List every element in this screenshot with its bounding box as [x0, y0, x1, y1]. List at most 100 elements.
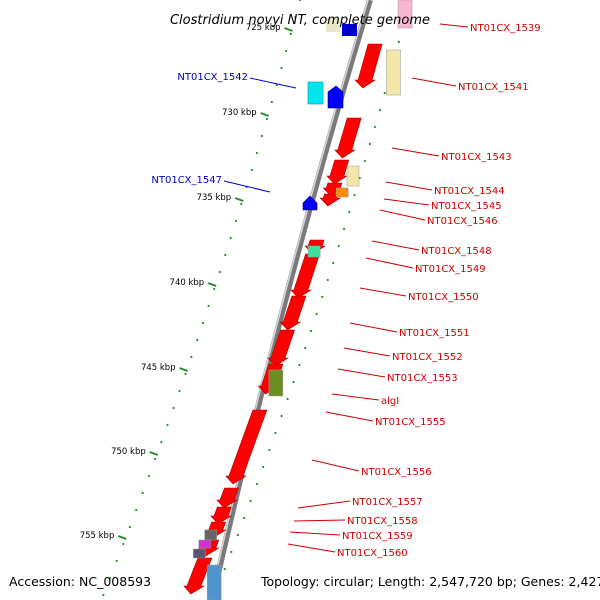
guide-dot: [285, 49, 288, 53]
gene-label-forward: NT01CX_1559: [342, 531, 413, 542]
gene-label-forward: NT01CX_1552: [392, 352, 463, 363]
orange-gene-block: [336, 187, 349, 198]
label-connectors: [223, 23, 469, 553]
gene-label-forward: NT01CX_1546: [427, 216, 498, 227]
guide-dot: [255, 151, 258, 155]
label-connector: [293, 519, 346, 522]
teal-gene-block: [307, 245, 321, 258]
genome-backbone: [209, 0, 373, 600]
gene-label-forward: NT01CX_1558: [347, 516, 418, 527]
guide-dot: [368, 142, 372, 146]
guide-dot: [265, 117, 269, 121]
gene-label-forward: NT01CX_1560: [337, 548, 408, 559]
magenta-gene-block: [198, 539, 212, 549]
gene-labels: NT01CX_1542 NT01CX_1547 NT01CX_1539 NT01CX_…: [151, 23, 540, 559]
label-connector: [365, 257, 414, 269]
guide-dot: [353, 193, 356, 197]
gene-label-forward: NT01CX_1549: [415, 264, 486, 275]
label-connector: [223, 180, 271, 193]
blue-gene-block: [206, 564, 222, 600]
guide-dot: [262, 465, 265, 469]
forward-gene-arrow: [354, 43, 383, 89]
reverse-gene-block: [307, 81, 324, 105]
guide-dot: [154, 457, 157, 461]
forward-gene-arrow: [210, 506, 233, 525]
tick-mark: [179, 367, 188, 372]
tick-marks: 725 kbp 730 kbp 735 kbp 740 kbp 745 kbp 750 k…: [80, 23, 293, 541]
guide-dot: [326, 278, 329, 282]
gene-label-forward: NT01CX_1550: [408, 292, 479, 303]
guide-dot: [378, 108, 381, 112]
guide-dot: [294, 15, 297, 19]
gene-label-forward: NT01CX_1553: [387, 373, 458, 384]
tick-label: 745 kbp: [141, 363, 176, 373]
forward-gene-arrow: [334, 117, 362, 159]
guide-dot: [218, 270, 221, 274]
tick-label: 740 kbp: [170, 278, 205, 288]
guide-dot: [274, 431, 277, 435]
guide-dot: [260, 134, 264, 138]
label-connector: [311, 459, 360, 472]
gene-features: [183, 0, 413, 600]
guide-dot: [224, 253, 227, 257]
guide-dot: [240, 202, 243, 206]
tick-label: 730 kbp: [222, 108, 257, 118]
guide-dot: [243, 516, 246, 520]
pseudo-gene-block: [346, 165, 360, 187]
reverse-gene-arrow: [302, 195, 318, 211]
guide-dot: [229, 236, 232, 240]
guide-dot: [230, 550, 233, 554]
label-connector: [289, 531, 341, 536]
label-connector: [359, 287, 407, 297]
topology-text: Topology: circular; Length: 2,547,720 bp…: [260, 574, 600, 589]
reverse-gene-arrow: [327, 85, 344, 109]
accession-text: Accession: NC_008593: [9, 574, 151, 589]
forward-gene-arrow: [183, 557, 213, 595]
guide-dot: [196, 338, 199, 342]
guide-dot: [373, 125, 377, 129]
guide-dot: [289, 32, 292, 36]
guide-dot: [190, 355, 193, 359]
gene-label-forward: NT01CX_1544: [434, 186, 505, 197]
gene-label-forward: NT01CX_1545: [431, 201, 502, 212]
label-connector: [391, 147, 440, 157]
gene-label-forward: NT01CX_1556: [361, 467, 432, 478]
genome-backbone-highlight: [209, 0, 369, 600]
gray-gene-block: [204, 529, 217, 541]
label-connector: [439, 23, 469, 28]
label-connector: [379, 209, 426, 221]
tick-mark: [284, 27, 293, 32]
guide-dot: [270, 100, 273, 104]
guide-dot: [141, 491, 144, 495]
guide-dot: [286, 397, 289, 401]
rna-block: [397, 0, 413, 29]
forward-gene-arrow: [290, 253, 321, 299]
label-connector: [383, 198, 430, 206]
label-connector: [411, 77, 457, 87]
gene-label-forward: NT01CX_1548: [421, 246, 492, 257]
label-connector: [331, 393, 380, 401]
gene-label-forward: algI: [381, 396, 399, 407]
guide-dot: [178, 389, 181, 393]
guide-dot: [250, 168, 253, 172]
olive-gene-block: [268, 369, 284, 397]
guide-dot: [315, 312, 318, 316]
tick-mark: [260, 112, 270, 117]
guide-arcs: [102, 0, 410, 597]
tick-mark: [149, 451, 159, 456]
guide-dot: [304, 346, 307, 350]
guide-dot: [255, 482, 259, 486]
dark-gene-block: [193, 548, 206, 559]
gene-label-forward: NT01CX_1557: [352, 497, 423, 508]
guide-dot: [172, 406, 175, 410]
gene-label-reverse: NT01CX_1542: [177, 72, 248, 83]
guide-dot: [332, 261, 335, 265]
guide-dot: [280, 66, 283, 70]
guide-dot: [249, 499, 252, 503]
tick-mark: [234, 197, 244, 202]
tick-mark: [207, 282, 217, 287]
tick-label: 735 kbp: [197, 193, 232, 203]
label-connector: [385, 181, 433, 191]
label-connector: [349, 322, 398, 333]
